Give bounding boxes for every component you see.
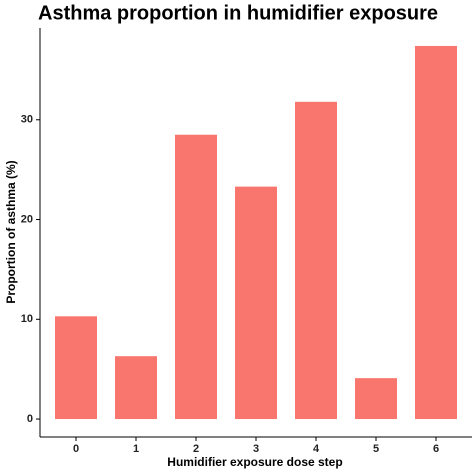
bar [355, 378, 397, 420]
bar [415, 45, 457, 420]
x-tick-label: 3 [253, 443, 259, 455]
y-axis-title: Proportion of asthma (%) [4, 160, 18, 303]
bar [235, 186, 277, 420]
x-tick-label: 0 [73, 443, 79, 455]
x-tick-label: 4 [313, 443, 320, 455]
y-tick-label: 0 [27, 413, 33, 425]
y-tick-label: 20 [21, 213, 33, 225]
x-tick-label: 5 [373, 443, 379, 455]
chart-title: Asthma proportion in humidifier exposure [38, 2, 438, 24]
x-axis-title: Humidifier exposure dose step [167, 455, 342, 469]
bar [55, 316, 97, 420]
bar [115, 356, 157, 420]
x-tick-label: 2 [193, 443, 199, 455]
x-tick-label: 6 [433, 443, 439, 455]
bar [175, 134, 217, 420]
x-tick-label: 1 [133, 443, 139, 455]
y-tick-label: 10 [21, 313, 33, 325]
bar [295, 101, 337, 420]
y-tick-label: 30 [21, 114, 33, 126]
